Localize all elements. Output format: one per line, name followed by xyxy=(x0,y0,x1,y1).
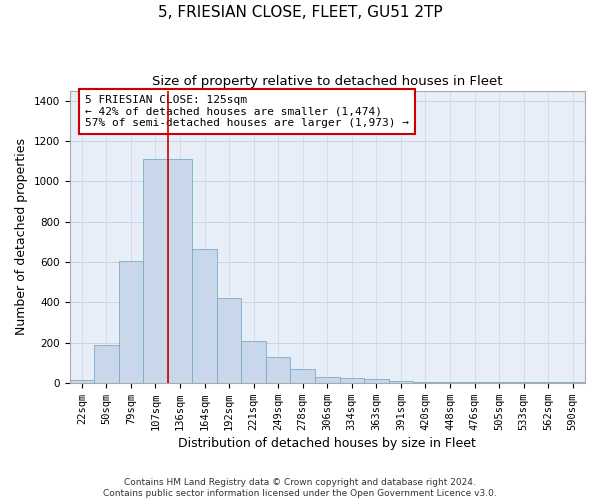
Y-axis label: Number of detached properties: Number of detached properties xyxy=(15,138,28,335)
Bar xyxy=(340,378,364,383)
Bar xyxy=(413,382,438,383)
Bar xyxy=(487,382,511,383)
Bar xyxy=(70,380,94,383)
Bar xyxy=(192,249,217,383)
Bar xyxy=(217,298,241,383)
Bar xyxy=(536,382,560,383)
Bar xyxy=(143,159,168,383)
Title: Size of property relative to detached houses in Fleet: Size of property relative to detached ho… xyxy=(152,75,503,88)
Bar xyxy=(511,382,536,383)
Text: 5 FRIESIAN CLOSE: 125sqm
← 42% of detached houses are smaller (1,474)
57% of sem: 5 FRIESIAN CLOSE: 125sqm ← 42% of detach… xyxy=(85,95,409,128)
Bar xyxy=(389,381,413,383)
Bar xyxy=(364,379,389,383)
Text: Contains HM Land Registry data © Crown copyright and database right 2024.
Contai: Contains HM Land Registry data © Crown c… xyxy=(103,478,497,498)
Bar xyxy=(438,382,462,383)
Bar xyxy=(290,368,315,383)
Bar xyxy=(266,356,290,383)
Bar xyxy=(462,382,487,383)
Bar xyxy=(168,159,192,383)
Text: 5, FRIESIAN CLOSE, FLEET, GU51 2TP: 5, FRIESIAN CLOSE, FLEET, GU51 2TP xyxy=(158,5,442,20)
Bar xyxy=(315,377,340,383)
Bar xyxy=(119,261,143,383)
Bar xyxy=(94,344,119,383)
Bar xyxy=(241,340,266,383)
Bar xyxy=(560,382,585,383)
X-axis label: Distribution of detached houses by size in Fleet: Distribution of detached houses by size … xyxy=(178,437,476,450)
